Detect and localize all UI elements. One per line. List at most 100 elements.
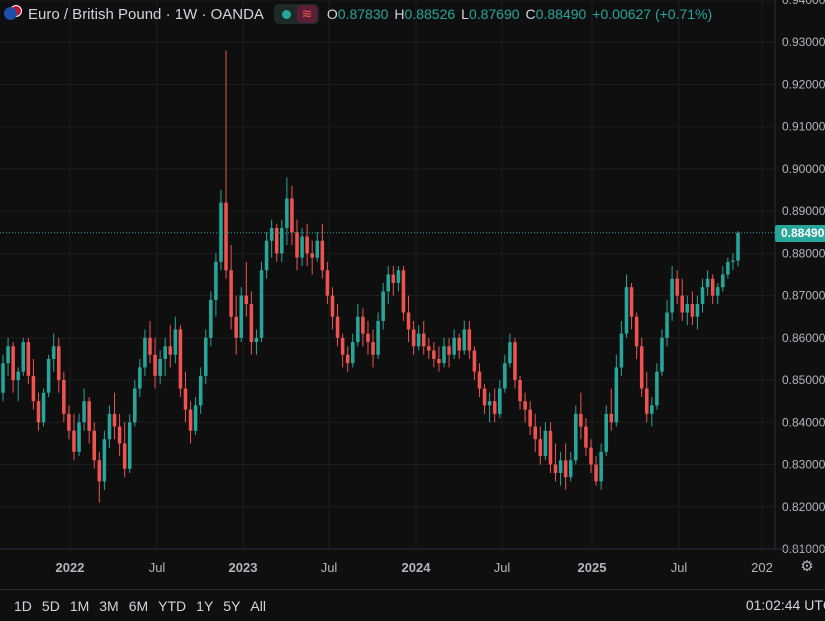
range-6m-button[interactable]: 6M [128,597,149,614]
candle-body [518,380,522,402]
candle-body [31,375,36,402]
x-tick-label: Jul [321,560,338,575]
candle-body [209,299,213,338]
x-tick-label: Jul [494,560,511,575]
candle-body [442,346,446,364]
gear-icon[interactable]: ⚙ [800,558,814,575]
close-value: 0.88490 [535,6,587,22]
range-all-button[interactable]: All [250,597,266,614]
candle-body [325,270,330,296]
candle-body [726,261,730,275]
x-tick-label: 202 [751,560,773,575]
bottom-toolbar: 1D 5D 1M 3M 6M YTD 1Y 5Y All 01:02:44 UT… [0,589,825,621]
candle-body [315,240,320,258]
candle-body [538,439,543,457]
range-1y-button[interactable]: 1Y [196,597,214,614]
candle-body [487,401,492,406]
y-tick-label: 0.86000 [782,331,825,345]
high-key: H [394,6,405,22]
range-5y-button[interactable]: 5Y [223,597,241,614]
candle-body [193,405,198,431]
market-status[interactable]: ≋ [273,4,319,24]
candle-body [604,413,608,452]
range-buttons: 1D 5D 1M 3M 6M YTD 1Y 5Y All [9,598,271,614]
candle-body [11,346,15,381]
candle-body [624,287,629,334]
candle-body [46,358,51,393]
candle-body [143,337,147,368]
candle-body [685,304,690,313]
candle-body [675,278,679,296]
candle-body [188,409,193,431]
candle-body [280,228,284,254]
candle-body [731,260,735,262]
candle-body [477,371,482,389]
candle-body [594,464,598,482]
candle-body [376,320,380,355]
candle-body [77,422,81,452]
indicator-wave-icon[interactable]: ≋ [296,5,317,23]
candle-body [107,413,112,440]
candle-body [371,342,375,355]
symbol-legend: Euro / British Pound · 1W · OANDA ≋ O0.8… [4,3,712,25]
candle-body [264,240,269,271]
candle-body [269,228,274,241]
candle-body [670,278,674,313]
candle-body [224,202,228,271]
candle-body [401,270,406,313]
candle-body [41,392,46,423]
x-tick-label: Jul [671,560,688,575]
candle-body [406,312,411,330]
candle-body [153,354,157,376]
close-key: C [525,6,536,22]
candle-body [721,274,725,288]
range-1m-button[interactable]: 1M [69,597,90,614]
x-tick-label: 2023 [229,560,258,575]
y-tick-label: 0.91000 [782,120,825,134]
candle-body [138,367,142,389]
candle-body [92,430,97,461]
candle-body [553,464,558,473]
candle-body [214,261,218,300]
candle-body [310,253,314,258]
candle-body [574,413,578,461]
candle-body [259,270,264,338]
currency-flags-icon [4,5,22,23]
symbol-title[interactable]: Euro / British Pound · 1W · OANDA [28,5,264,23]
candle-body [36,401,41,423]
range-ytd-button[interactable]: YTD [158,597,187,614]
candle-body [102,439,107,482]
candle-body [503,363,507,389]
candle-body [447,346,451,355]
candle-body [198,375,203,406]
range-3m-button[interactable]: 3M [99,597,119,614]
candle-body [51,346,56,359]
candle-body [416,333,421,347]
candle-body [361,316,365,334]
candle-body [710,278,715,296]
candle-body [690,304,695,317]
y-tick-label: 0.83000 [782,458,825,472]
range-1d-button[interactable]: 1D [14,597,32,614]
y-tick-label: 0.87000 [782,289,825,303]
candle-body [183,388,188,410]
candle-body [614,367,619,423]
range-5d-button[interactable]: 5D [41,597,60,614]
candle-body [173,329,178,355]
x-tick-label: 2025 [578,560,607,575]
candle-body [158,358,162,376]
candle-body [320,240,325,271]
y-tick-label: 0.94000 [782,0,825,7]
candle-body [300,236,304,258]
x-tick-label: 2024 [402,560,432,575]
y-tick-label: 0.89000 [782,204,825,218]
candle-body [568,460,573,478]
candle-body [133,388,137,423]
candle-body [619,333,624,368]
candle-body [411,329,416,347]
candle-body [72,430,76,452]
utc-clock[interactable]: 01:02:44 UTC [745,597,825,613]
candle-body [178,329,183,389]
candle-body [579,413,583,427]
